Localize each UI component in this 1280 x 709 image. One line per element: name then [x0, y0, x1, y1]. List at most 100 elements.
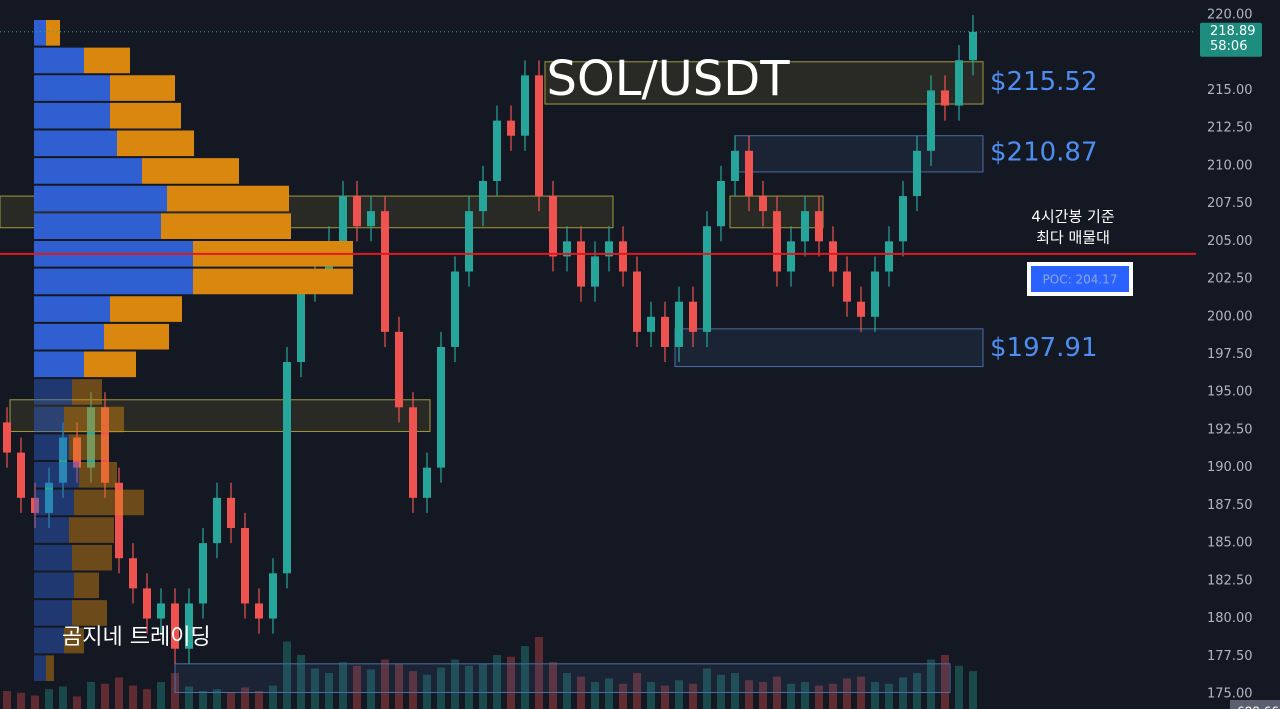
- candle-body: [689, 301, 697, 332]
- candle-body: [675, 301, 683, 347]
- candle-body: [17, 452, 25, 498]
- volume-bar: [493, 655, 501, 709]
- volume-bar: [45, 689, 53, 709]
- volume-bar: [829, 683, 837, 709]
- zone-label: $215.52: [990, 67, 1098, 97]
- profile-buy: [34, 517, 69, 543]
- candles: [3, 15, 977, 664]
- candle-body: [647, 316, 655, 332]
- profile-sell: [110, 102, 181, 129]
- profile-sell: [46, 20, 60, 46]
- profile-buy: [34, 544, 72, 571]
- volume-bar: [633, 673, 641, 709]
- candle-body: [885, 241, 893, 272]
- profile-sell: [74, 489, 144, 516]
- volume-bar: [241, 687, 249, 709]
- profile-buy: [34, 434, 69, 460]
- y-tick-label: 187.50: [1207, 498, 1253, 513]
- volume-bar: [871, 682, 879, 709]
- candle-body: [829, 241, 837, 272]
- volume-bar: [689, 683, 697, 709]
- volume-bar: [381, 659, 389, 709]
- profile-buy: [34, 130, 117, 157]
- y-tick-label: 220.00: [1207, 8, 1253, 23]
- volume-bar: [619, 683, 627, 709]
- profile-buy: [34, 75, 110, 101]
- candle-body: [661, 316, 669, 347]
- candle-body: [3, 422, 11, 453]
- volume-bar: [283, 641, 291, 709]
- volume-bar: [885, 683, 893, 709]
- volume-bar: [745, 680, 753, 709]
- candle-body: [87, 407, 95, 468]
- profile-sell: [64, 406, 124, 433]
- y-tick-label: 185.00: [1207, 536, 1253, 551]
- watermark: 곰지네 트레이딩: [62, 625, 211, 650]
- candle-body: [479, 180, 487, 212]
- volume-label: 688.66K: [1237, 705, 1280, 709]
- profile-buy: [34, 47, 84, 74]
- candle-body: [521, 75, 529, 136]
- profile-sell: [193, 268, 353, 295]
- zone: [174, 663, 951, 693]
- candle-body: [395, 331, 403, 408]
- profile-buy: [34, 185, 167, 212]
- y-tick-label: 182.50: [1207, 573, 1253, 588]
- volume-bar: [661, 685, 669, 709]
- candle-body: [619, 241, 627, 272]
- volume-bar: [591, 682, 599, 709]
- profile-sell: [74, 572, 99, 599]
- volume-bar: [409, 671, 417, 709]
- y-tick-label: 180.00: [1207, 611, 1253, 626]
- volume-bar: [479, 664, 487, 709]
- volume-bar: [31, 695, 39, 709]
- candle-body: [535, 75, 543, 197]
- candle-body: [787, 241, 795, 272]
- y-tick-label: 192.50: [1207, 422, 1253, 437]
- volume-bar: [913, 673, 921, 709]
- candle-body: [143, 588, 151, 619]
- profile-sell: [72, 544, 112, 571]
- profile-sell: [110, 75, 175, 101]
- annotation: 최다 매물대: [1036, 229, 1110, 247]
- volume-bar: [101, 683, 109, 709]
- y-tick-label: 177.50: [1207, 649, 1253, 664]
- profile-sell: [84, 47, 130, 74]
- volume-bar: [675, 680, 683, 709]
- candle-body: [381, 211, 389, 332]
- y-tick-label: 202.50: [1207, 272, 1253, 287]
- candle-body: [577, 241, 585, 287]
- candle-body: [269, 573, 277, 619]
- candle-body: [101, 407, 109, 483]
- zone-label: $210.87: [990, 137, 1098, 167]
- profile-buy: [34, 406, 64, 433]
- volume-bar: [255, 691, 263, 709]
- volume-bar: [17, 692, 25, 709]
- profile-buy: [34, 158, 142, 184]
- volume-bar: [269, 685, 277, 709]
- candle-body: [507, 120, 515, 136]
- candle-body: [241, 528, 249, 604]
- candle-body: [927, 90, 935, 151]
- poc-label: POC: 204.17: [1043, 273, 1118, 287]
- volume-bar: [717, 674, 725, 709]
- candle-body: [213, 497, 221, 544]
- candle-body: [297, 286, 305, 363]
- volume-bar: [353, 665, 361, 709]
- volume-bar: [87, 682, 95, 709]
- volume-bar: [731, 673, 739, 709]
- volume-bar: [647, 682, 655, 709]
- profile-buy: [34, 489, 74, 516]
- candle-body: [801, 211, 809, 242]
- current-price-label: 218.89: [1210, 24, 1256, 39]
- profile-buy: [34, 102, 110, 129]
- y-tick-label: 205.00: [1207, 234, 1253, 249]
- profile-buy: [34, 296, 110, 322]
- zone-label: $197.91: [990, 333, 1098, 363]
- poc-box-inner: [1031, 266, 1129, 292]
- candle-body: [31, 497, 39, 513]
- candle-body: [339, 196, 347, 242]
- candle-body: [227, 497, 235, 529]
